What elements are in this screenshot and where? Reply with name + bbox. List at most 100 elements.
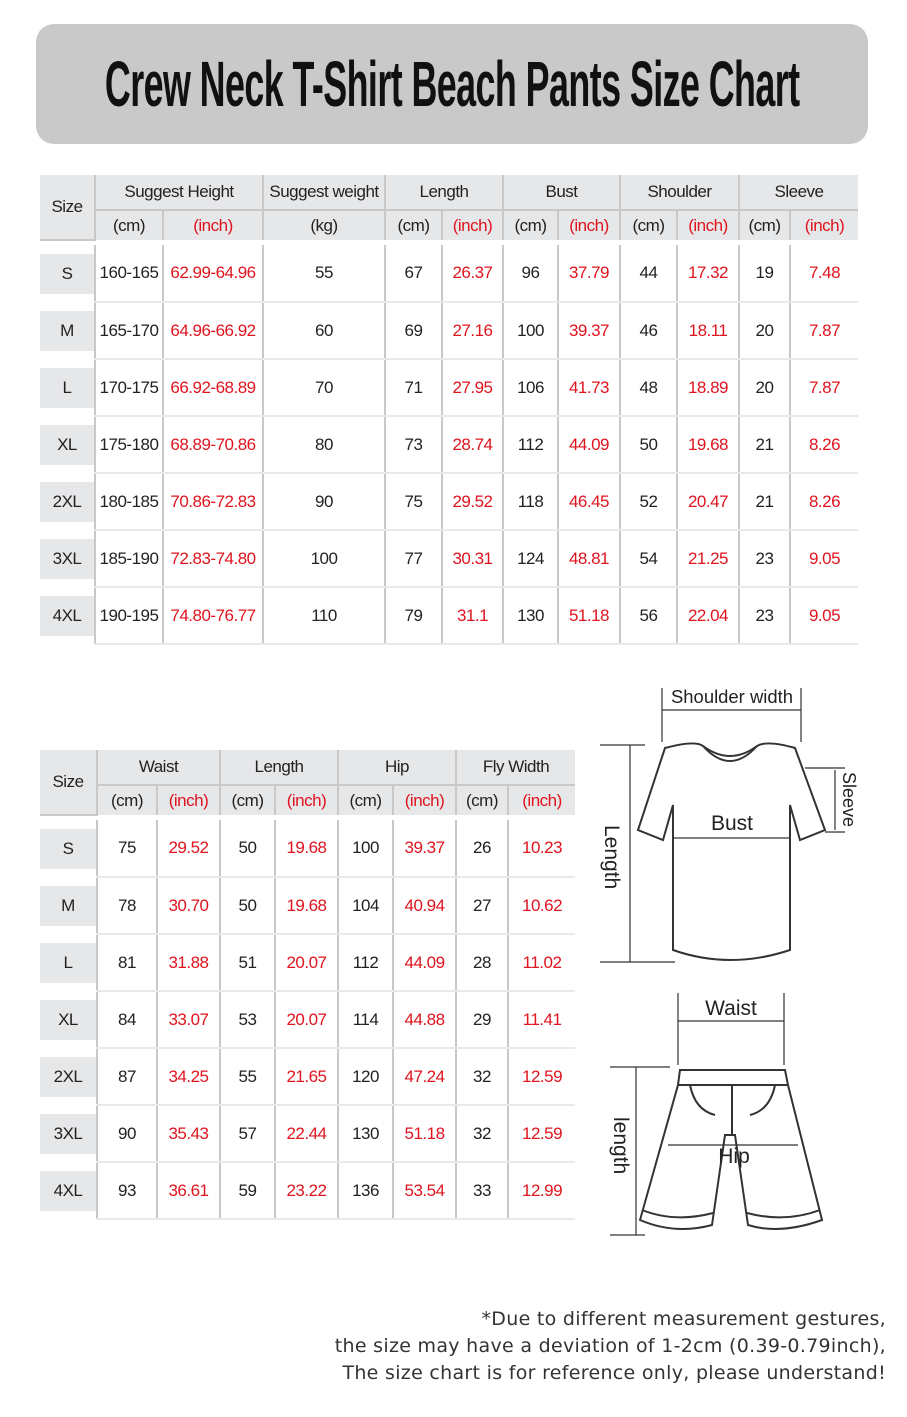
value-cell: 20.07 <box>274 991 338 1049</box>
value-cell: 51 <box>219 934 275 992</box>
value-cell: 77 <box>384 530 442 588</box>
column-group-header: Suggest weight <box>262 175 385 211</box>
value-cell: 28 <box>455 934 509 992</box>
value-cell: 39.37 <box>391 820 457 878</box>
size-label: 4XL <box>40 1170 96 1211</box>
pants-size-table: Size Waist Length Hip Fly Width (cm) (inch) (cm… <box>40 750 576 1220</box>
size-label: XL <box>40 999 96 1040</box>
table-row: 2XL 87 34.25 55 21.65 120 47.24 32 12.59 <box>40 1048 576 1106</box>
header-row: Size Waist Length Hip Fly Width <box>40 750 576 816</box>
value-cell: 47.24 <box>391 1048 457 1106</box>
value-cell: 27 <box>455 877 509 935</box>
value-cell: 10.23 <box>507 820 576 878</box>
value-cell: 53 <box>219 991 275 1049</box>
value-cell: 22.04 <box>676 587 739 645</box>
value-cell: 93 <box>96 1162 157 1220</box>
value-cell: 20.47 <box>676 473 739 531</box>
value-cell: 54 <box>619 530 677 588</box>
value-cell: 79 <box>384 587 442 645</box>
value-cell: 23 <box>738 530 790 588</box>
unit-header: (cm) <box>455 785 509 815</box>
value-cell: 118 <box>502 473 558 531</box>
unit-header: (inch) <box>156 785 220 815</box>
size-label: S <box>40 828 96 869</box>
value-cell: 29.52 <box>156 820 220 878</box>
hip-label: Hip <box>718 1145 750 1168</box>
page-title: Crew Neck T-Shirt Beach Pants Size Chart <box>104 48 800 120</box>
value-cell: 84 <box>96 991 157 1049</box>
unit-header: (cm) <box>384 210 442 240</box>
value-cell: 22.44 <box>274 1105 338 1163</box>
note-line: The size chart is for reference only, pl… <box>342 1362 886 1384</box>
pants-length-label: length <box>609 1117 632 1174</box>
size-cell: XL <box>40 416 95 473</box>
table-row: 4XL 190-195 74.80-76.77 110 79 31.1 130 51.18 56… <box>40 587 859 645</box>
size-label: 3XL <box>40 1113 96 1154</box>
value-cell: 7.87 <box>788 359 859 417</box>
size-label: M <box>40 310 94 351</box>
unit-header: (kg) <box>262 210 385 240</box>
value-cell: 44.88 <box>391 991 457 1049</box>
column-group-header: Bust <box>502 175 620 211</box>
value-cell: 190-195 <box>94 587 163 645</box>
value-cell: 21.25 <box>676 530 739 588</box>
value-cell: 37.79 <box>557 245 620 303</box>
table-row: 2XL 180-185 70.86-72.83 90 75 29.52 118 46.45 52… <box>40 473 859 531</box>
value-cell: 12.59 <box>507 1105 576 1163</box>
value-cell: 136 <box>337 1162 393 1220</box>
value-cell: 160-165 <box>94 245 163 303</box>
value-cell: 100 <box>502 302 558 360</box>
value-cell: 21 <box>738 473 790 531</box>
value-cell: 170-175 <box>94 359 163 417</box>
table-row: XL 175-180 68.89-70.86 80 73 28.74 112 44.09 50 1… <box>40 416 859 474</box>
size-cell: L <box>40 359 95 416</box>
value-cell: 81 <box>96 934 157 992</box>
value-cell: 87 <box>96 1048 157 1106</box>
value-cell: 70.86-72.83 <box>162 473 263 531</box>
size-header: Size <box>40 750 97 816</box>
size-cell: 2XL <box>40 473 95 530</box>
size-label: L <box>40 367 94 408</box>
value-cell: 73 <box>384 416 442 474</box>
unit-header: (inch) <box>274 785 338 815</box>
value-cell: 18.89 <box>676 359 739 417</box>
value-cell: 53.54 <box>391 1162 457 1220</box>
value-cell: 12.59 <box>507 1048 576 1106</box>
size-cell: 3XL <box>40 530 95 587</box>
size-cell: 2XL <box>40 1048 97 1105</box>
value-cell: 57 <box>219 1105 275 1163</box>
unit-header: (cm) <box>502 210 558 240</box>
value-cell: 100 <box>262 530 385 588</box>
value-cell: 40.94 <box>391 877 457 935</box>
value-cell: 68.89-70.86 <box>162 416 263 474</box>
table-row: 4XL 93 36.61 59 23.22 136 53.54 33 12.99 <box>40 1162 576 1220</box>
note-line: the size may have a deviation of 1-2cm (… <box>334 1335 886 1357</box>
value-cell: 30.70 <box>156 877 220 935</box>
value-cell: 114 <box>337 991 393 1049</box>
value-cell: 80 <box>262 416 385 474</box>
value-cell: 21.65 <box>274 1048 338 1106</box>
value-cell: 33.07 <box>156 991 220 1049</box>
value-cell: 110 <box>262 587 385 645</box>
value-cell: 20 <box>738 359 790 417</box>
unit-header: (cm) <box>738 210 790 240</box>
size-label: XL <box>40 424 94 465</box>
table-row: S 160-165 62.99-64.96 55 67 26.37 96 37.79 44 17.… <box>40 245 859 303</box>
value-cell: 11.02 <box>507 934 576 992</box>
value-cell: 33 <box>455 1162 509 1220</box>
unit-row: (cm) (inch) (cm) (inch) (cm) (inch) (cm) (inch) <box>40 785 576 815</box>
table-row: 3XL 90 35.43 57 22.44 130 51.18 32 12.59 <box>40 1105 576 1163</box>
value-cell: 8.26 <box>788 416 859 474</box>
value-cell: 29 <box>455 991 509 1049</box>
column-group-header: Fly Width <box>455 750 576 786</box>
value-cell: 26.37 <box>441 245 503 303</box>
value-cell: 44.09 <box>391 934 457 992</box>
value-cell: 19.68 <box>274 820 338 878</box>
value-cell: 130 <box>502 587 558 645</box>
unit-header: (inch) <box>557 210 620 240</box>
value-cell: 50 <box>219 820 275 878</box>
value-cell: 64.96-66.92 <box>162 302 263 360</box>
column-group-header: Shoulder <box>619 175 739 211</box>
value-cell: 51.18 <box>557 587 620 645</box>
value-cell: 55 <box>219 1048 275 1106</box>
